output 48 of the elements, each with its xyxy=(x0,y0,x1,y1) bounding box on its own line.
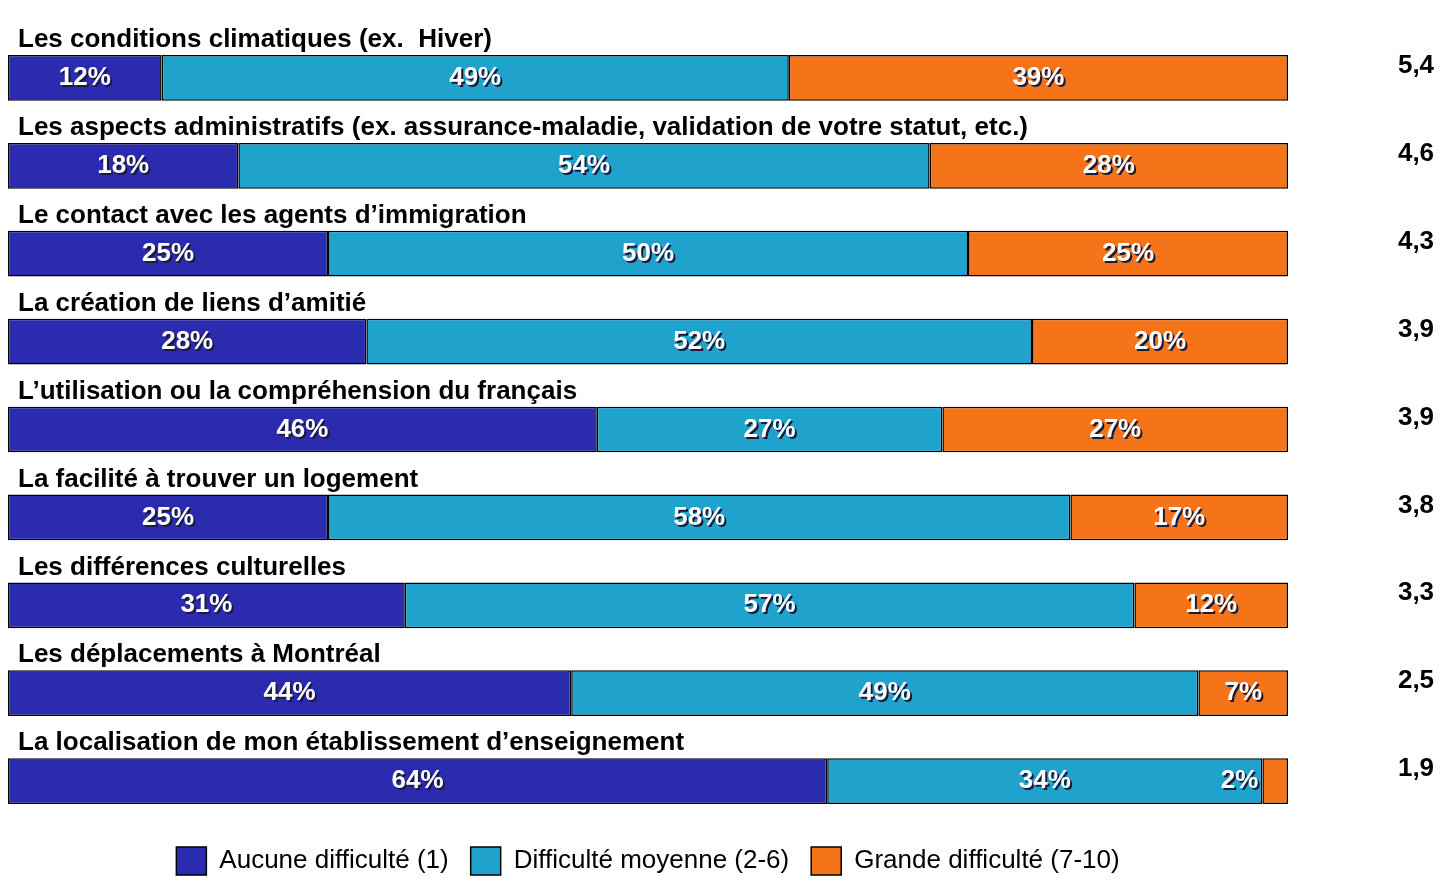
data-label: 54% xyxy=(559,151,613,182)
text: 4,3 xyxy=(1397,224,1435,255)
legend-label: Aucune difficulté (1) xyxy=(219,844,449,875)
text: 3,3 xyxy=(1397,576,1435,607)
data-label: 52% xyxy=(675,326,728,357)
legend-label: Grande difficulté (7-10) xyxy=(854,844,1120,875)
data-label: 44% xyxy=(265,678,318,709)
data-label: 49% xyxy=(860,678,913,709)
text: 1,9 xyxy=(1397,752,1435,783)
y-tick-label: Les déplacements à Montréal xyxy=(18,638,381,669)
data-label: 64% xyxy=(391,764,444,795)
data-label: 2% xyxy=(1222,766,1261,797)
data-label: 25% xyxy=(1103,238,1157,269)
y-tick-label: La création de liens d’amitié xyxy=(18,286,367,317)
data-label: 12% xyxy=(60,63,113,94)
data-label: 7% xyxy=(1226,678,1264,709)
text: 2,5 xyxy=(1397,664,1435,695)
data-label: 27% xyxy=(745,414,798,445)
y-tick-label: Les différences culturelles xyxy=(18,550,347,581)
legend-label: Difficulté moyenne (2-6) xyxy=(513,844,790,875)
data-label: 31% xyxy=(182,590,235,621)
text: 3,8 xyxy=(1397,488,1435,519)
data-label: 39% xyxy=(1014,63,1067,94)
data-label: 50% xyxy=(623,238,677,269)
data-label: 58% xyxy=(675,502,728,533)
data-label: 20% xyxy=(1135,326,1189,357)
data-label: 57% xyxy=(745,590,798,621)
data-label: 17% xyxy=(1155,502,1208,533)
data-label: 25% xyxy=(143,502,197,533)
y-tick-label: L’utilisation ou la compréhension du français xyxy=(18,374,578,405)
text: 3,9 xyxy=(1397,312,1435,343)
y-tick-label: Les aspects administratifs (ex. assurance-maladie, validation de votre statut, etc.) xyxy=(18,111,1029,142)
data-label: 25% xyxy=(143,238,197,269)
text: 3,9 xyxy=(1397,400,1435,431)
data-label: 18% xyxy=(99,151,152,182)
data-label: 49% xyxy=(451,63,504,94)
y-tick-label: Les conditions climatiques (ex. Hiver) xyxy=(18,23,492,54)
data-label: 28% xyxy=(1084,151,1137,182)
y-tick-label: Le contact avec les agents d’immigration xyxy=(18,199,527,230)
data-label: 28% xyxy=(163,326,216,357)
text: 4,6 xyxy=(1397,137,1435,168)
y-tick-label: La facilité à trouver un logement xyxy=(18,462,419,493)
data-label: 12% xyxy=(1187,590,1240,621)
data-label: 27% xyxy=(1091,414,1144,445)
data-label: 34% xyxy=(1018,764,1071,795)
y-tick-label: La localisation de mon établissement d’enseignement xyxy=(18,726,685,757)
text: 5,4 xyxy=(1397,49,1435,80)
data-label: 46% xyxy=(278,414,331,445)
